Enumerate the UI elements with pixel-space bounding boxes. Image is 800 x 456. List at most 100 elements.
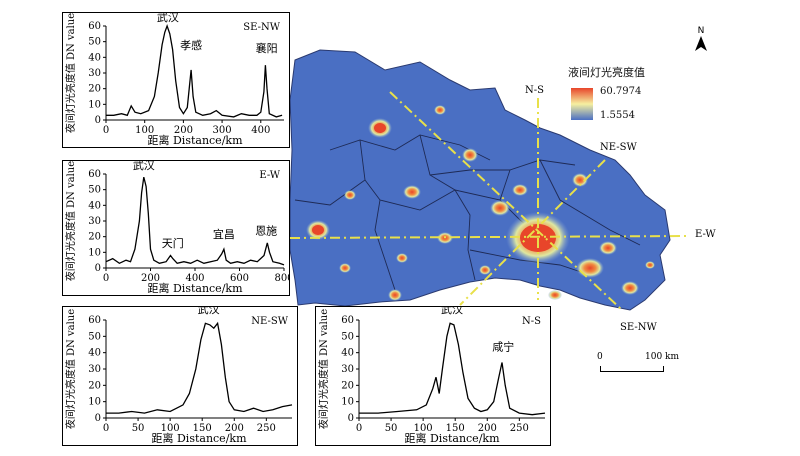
x-tick-label: 150 xyxy=(446,423,465,434)
scale-line xyxy=(600,366,664,372)
x-tick-label: 400 xyxy=(185,273,204,284)
y-tick-label: 20 xyxy=(341,380,354,391)
y-tick-label: 60 xyxy=(88,21,101,32)
peak-annotation: 武汉 xyxy=(133,160,155,172)
direction-label-ns: N-S xyxy=(525,85,544,96)
legend-title: 液间灯光亮度值 xyxy=(568,66,645,79)
profile-series-line xyxy=(105,176,285,266)
y-axis-label: 夜间灯光亮度值 DN value xyxy=(64,13,77,133)
y-axis-label: 夜间灯光亮度值 DN value xyxy=(64,161,77,281)
x-axis-label: 距离 Distance/km xyxy=(404,431,500,445)
x-tick-label: 0 xyxy=(103,423,109,434)
y-tick-label: 10 xyxy=(88,397,101,408)
panel-direction-label: E-W xyxy=(259,170,280,181)
y-tick-label: 30 xyxy=(341,364,354,375)
x-tick-label: 200 xyxy=(141,273,160,284)
y-tick-label: 60 xyxy=(88,315,101,326)
x-tick-label: 600 xyxy=(230,273,249,284)
y-tick-label: 50 xyxy=(88,185,101,196)
y-tick-label: 50 xyxy=(341,331,354,342)
scale-bar: 0 100 km xyxy=(597,352,690,374)
y-tick-label: 40 xyxy=(88,200,101,211)
y-tick-label: 50 xyxy=(88,331,101,342)
x-tick-label: 100 xyxy=(135,125,154,136)
y-axis-label: 夜间灯光亮度值 DN value xyxy=(317,309,330,429)
x-tick-label: 200 xyxy=(225,423,244,434)
north-label: N xyxy=(697,26,705,36)
peak-annotation: 天门 xyxy=(162,236,184,250)
chart-panel-ne-sw: 0 10 20 30 40 50 60 0 50 100 150 200 250 距离 Distance/… xyxy=(62,306,298,446)
y-tick-label: 10 xyxy=(341,397,354,408)
peak-annotation: 宜昌 xyxy=(213,227,235,241)
y-tick-label: 10 xyxy=(88,99,101,110)
x-tick-label: 100 xyxy=(414,423,433,434)
x-axis-label: 距离 Distance/km xyxy=(151,431,247,445)
panel-direction-label: NE-SW xyxy=(251,316,288,327)
x-axis-label: 距离 Distance/km xyxy=(147,133,243,147)
peak-annotation: 武汉 xyxy=(157,12,179,24)
x-tick-label: 50 xyxy=(132,423,145,434)
y-tick-label: 0 xyxy=(95,263,101,274)
x-axis-label: 距离 Distance/km xyxy=(147,281,243,295)
y-tick-label: 30 xyxy=(88,68,101,79)
chart-panel-e-w: 01020304050600200400600800距离 Distance/km… xyxy=(62,160,290,296)
profile-series-line xyxy=(359,322,546,416)
legend-min: 1.5554 xyxy=(600,110,635,121)
legend-color-bar xyxy=(571,88,593,120)
legend-max: 60.7974 xyxy=(600,86,642,97)
y-tick-label: 10 xyxy=(88,247,101,258)
x-tick-label: 0 xyxy=(103,273,109,284)
x-tick-label: 0 xyxy=(103,125,109,136)
x-tick-label: 100 xyxy=(161,423,180,434)
x-tick-label: 50 xyxy=(385,423,398,434)
peak-annotation: 恩施 xyxy=(255,225,277,238)
y-tick-label: 40 xyxy=(341,348,354,359)
y-tick-label: 0 xyxy=(348,413,354,424)
profile-series-line xyxy=(106,24,283,118)
y-tick-label: 40 xyxy=(88,348,101,359)
x-tick-label: 300 xyxy=(213,125,232,136)
y-tick-label: 30 xyxy=(88,216,101,227)
y-tick-label: 60 xyxy=(88,169,101,180)
north-arrow: N xyxy=(693,26,709,54)
scale-zero: 0 xyxy=(597,352,603,362)
x-tick-label: 200 xyxy=(174,125,193,136)
direction-label-nesw: NE-SW xyxy=(600,142,637,153)
y-tick-label: 30 xyxy=(88,364,101,375)
y-tick-label: 60 xyxy=(341,315,354,326)
north-arrow-icon xyxy=(695,36,707,51)
y-axis-label: 夜间灯光亮度值 DN value xyxy=(64,309,77,429)
y-tick-label: 0 xyxy=(95,413,101,424)
x-tick-label: 800 xyxy=(274,273,290,284)
panel-frame xyxy=(62,306,298,446)
peak-annotation: 武汉 xyxy=(198,306,220,316)
x-tick-label: 250 xyxy=(510,423,529,434)
scale-label: 100 km xyxy=(645,352,680,362)
direction-label-ew: E-W xyxy=(695,229,716,240)
y-tick-label: 40 xyxy=(88,52,101,63)
peak-annotation: 襄阳 xyxy=(256,41,278,55)
chart-panel-se-nw: 0 10 20 30 40 50 60 0 100 200 300 400 距离 Distance/km… xyxy=(62,12,290,148)
panel-frame xyxy=(315,306,551,446)
profile-series-line xyxy=(106,321,293,414)
chart-panel-n-s: 0 10 20 30 40 50 60 0 50 100 150 200 250 距离 Distance/… xyxy=(315,306,551,446)
x-tick-label: 150 xyxy=(193,423,212,434)
y-tick-label: 20 xyxy=(88,380,101,391)
profile-lines xyxy=(289,91,691,311)
peak-annotation: 武汉 xyxy=(441,306,463,316)
x-tick-label: 400 xyxy=(251,125,270,136)
direction-label-senw: SE-NW xyxy=(620,322,657,333)
y-tick-label: 20 xyxy=(88,84,101,95)
y-tick-label: 0 xyxy=(95,115,101,126)
panel-direction-label: N-S xyxy=(522,316,541,327)
y-tick-label: 50 xyxy=(88,37,101,48)
panel-frame xyxy=(62,160,290,296)
y-tick-label: 20 xyxy=(88,232,101,243)
peak-annotation: 咸宁 xyxy=(492,340,514,354)
x-tick-label: 250 xyxy=(257,423,276,434)
peak-annotation: 孝感 xyxy=(180,39,202,52)
panel-direction-label: SE-NW xyxy=(243,22,280,33)
x-tick-label: 200 xyxy=(478,423,497,434)
x-tick-label: 0 xyxy=(356,423,362,434)
